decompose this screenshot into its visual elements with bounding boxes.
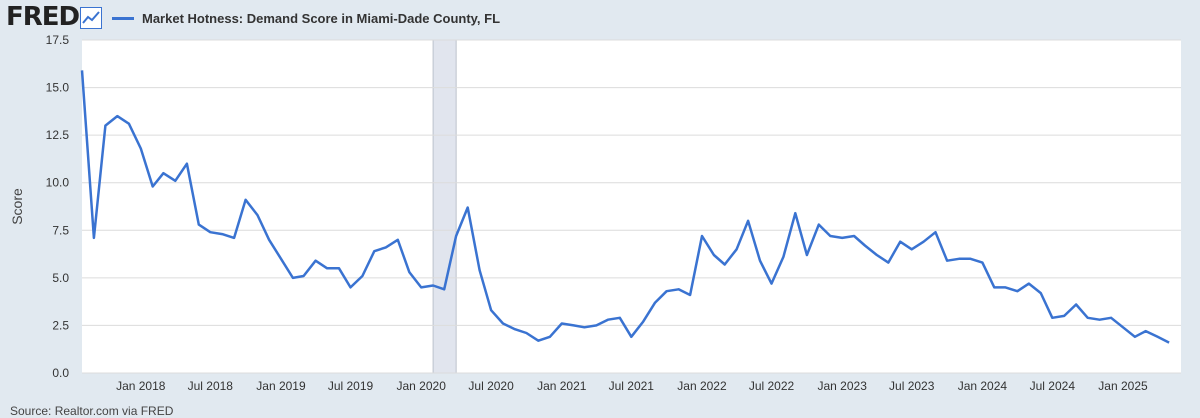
y-tick-label: 10.0 [46,176,70,190]
x-tick-label: Jan 2021 [537,379,587,393]
x-axis-ticks: Jan 2018 Jul 2018 Jan 2019 Jul 2019 Jan 2020… [116,379,1148,393]
x-tick-label: Jan 2020 [396,379,446,393]
y-tick-label: 5.0 [52,271,69,285]
x-tick-label: Jan 2024 [958,379,1008,393]
x-tick-label: Jul 2019 [328,379,374,393]
y-axis-ticks: 0.0 2.5 5.0 7.5 10.0 12.5 15.0 17.5 [46,33,70,380]
y-tick-label: 7.5 [52,223,69,237]
x-tick-label: Jul 2021 [609,379,655,393]
y-axis-label: Score [9,188,25,225]
y-tick-label: 15.0 [46,81,70,95]
source-note: Source: Realtor.com via FRED [10,404,173,418]
x-tick-label: Jul 2018 [188,379,234,393]
x-tick-label: Jan 2019 [256,379,306,393]
x-tick-label: Jan 2023 [818,379,868,393]
x-tick-label: Jul 2022 [749,379,795,393]
plot-background [82,40,1181,373]
recession-shading-layer [433,40,456,373]
x-tick-label: Jul 2023 [889,379,935,393]
x-tick-label: Jul 2020 [468,379,514,393]
x-tick-label: Jul 2024 [1030,379,1076,393]
recession-band [433,40,456,373]
y-tick-label: 0.0 [52,366,69,380]
x-tick-label: Jan 2025 [1098,379,1148,393]
y-tick-label: 17.5 [46,33,70,47]
y-tick-label: 2.5 [52,318,69,332]
y-tick-label: 12.5 [46,128,70,142]
line-chart[interactable]: 0.0 2.5 5.0 7.5 10.0 12.5 15.0 17.5 Jan 2018 Jul… [0,0,1200,404]
x-tick-label: Jan 2018 [116,379,166,393]
x-tick-label: Jan 2022 [677,379,727,393]
